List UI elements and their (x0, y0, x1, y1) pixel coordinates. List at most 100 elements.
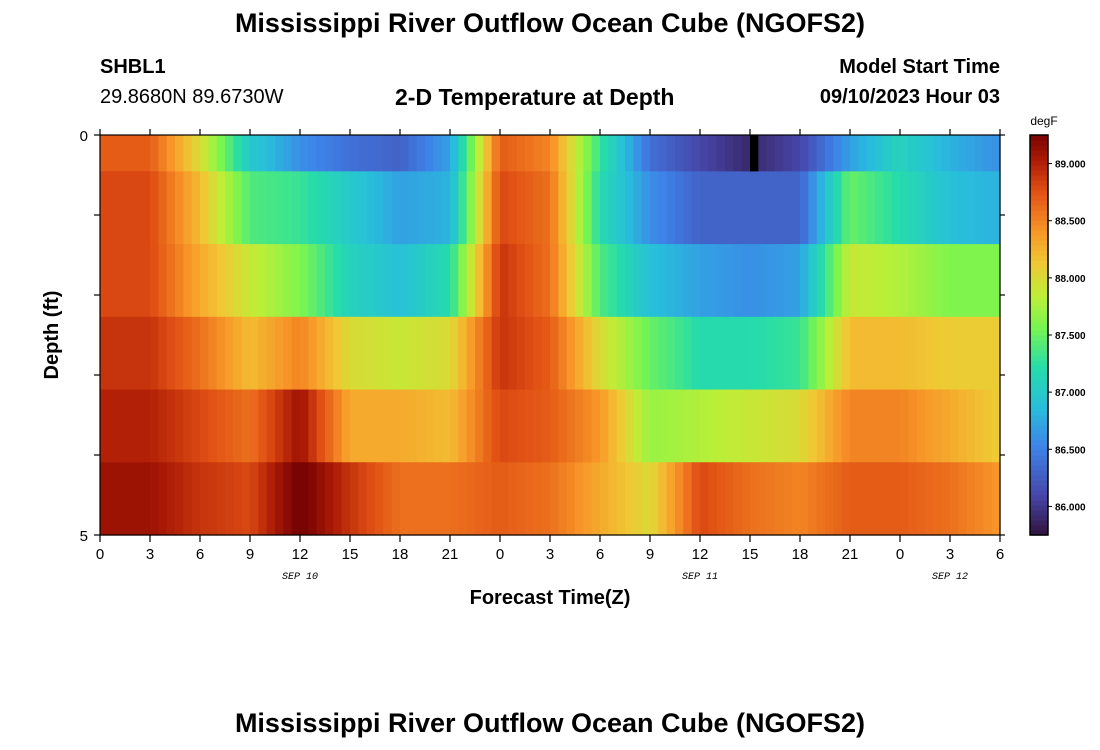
heatmap-cell (533, 171, 543, 245)
colorbar-segment (1030, 205, 1048, 211)
heatmap-cell (200, 244, 209, 318)
heatmap-cell (508, 171, 518, 245)
heatmap-cell (316, 389, 326, 463)
heatmap-cell (425, 171, 434, 245)
heatmap-cell (325, 462, 334, 536)
heatmap-cell (800, 316, 809, 391)
heatmap-cell (766, 462, 776, 536)
heatmap-cell (150, 171, 159, 245)
heatmap-cell (250, 316, 259, 391)
heatmap-cell (133, 389, 143, 463)
heatmap-cell (383, 316, 393, 391)
heatmap-cell (525, 171, 534, 245)
heatmap-cell (225, 135, 234, 172)
heatmap-cell (333, 389, 343, 463)
heatmap-cell (191, 135, 201, 172)
heatmap-cell (966, 244, 976, 318)
heatmap-cell (716, 244, 726, 318)
heatmap-cell (183, 171, 193, 245)
heatmap-cell (808, 462, 818, 536)
heatmap-cell (283, 316, 293, 391)
heatmap-cell (266, 389, 276, 463)
heatmap-cell (350, 462, 359, 536)
colorbar-segment (1030, 180, 1048, 186)
heatmap-cell (433, 462, 443, 536)
colorbar-segment (1030, 240, 1048, 246)
heatmap-cell (641, 316, 651, 391)
heatmap-cell (508, 135, 518, 172)
heatmap-cell (608, 462, 618, 536)
heatmap-cell (666, 462, 676, 536)
heatmap-cell (150, 389, 159, 463)
colorbar-segment (1030, 380, 1048, 386)
heatmap-cell (841, 389, 851, 463)
x-tick-label: 9 (646, 546, 654, 563)
heatmap-cell (683, 462, 693, 536)
x-tick-label: 6 (996, 546, 1004, 563)
heatmap-cell (883, 244, 893, 318)
heatmap-cell (108, 389, 118, 463)
heatmap-cell (125, 244, 134, 318)
heatmap-cell (741, 244, 751, 318)
colorbar-segment (1030, 225, 1048, 231)
heatmap-cell (725, 462, 734, 536)
heatmap-cell (333, 171, 343, 245)
heatmap-cell (150, 135, 159, 172)
heatmap-cell (958, 462, 968, 536)
heatmap-cell (800, 135, 809, 172)
heatmap-cell (516, 171, 526, 245)
heatmap-cell (208, 389, 218, 463)
heatmap-cell (608, 135, 618, 172)
heatmap-cell (908, 171, 918, 245)
heatmap-cell (716, 171, 726, 245)
heatmap-cell (816, 244, 826, 318)
heatmap-cell (150, 462, 159, 536)
heatmap-cell (566, 389, 576, 463)
heatmap-cell (983, 135, 993, 172)
heatmap-cell (341, 244, 351, 318)
heatmap-cell (450, 462, 459, 536)
heatmap-cell (891, 135, 901, 172)
heatmap-cell (966, 316, 976, 391)
heatmap-cell (766, 135, 776, 172)
colorbar-segment (1030, 165, 1048, 171)
heatmap-cell (958, 171, 968, 245)
heatmap-cell (116, 389, 126, 463)
heatmap-cell (666, 135, 676, 172)
heatmap-cell (250, 462, 259, 536)
heatmap-cell (166, 244, 176, 318)
heatmap-cell (683, 244, 693, 318)
heatmap-cell (616, 171, 626, 245)
heatmap-cell (875, 316, 884, 391)
heatmap-cell (116, 244, 126, 318)
heatmap-cell (158, 389, 168, 463)
heatmap-cell (241, 316, 251, 391)
heatmap-cell (233, 135, 243, 172)
heatmap-cell (950, 171, 959, 245)
heatmap-cell (916, 135, 926, 172)
heatmap-cell (816, 135, 826, 172)
heatmap-cell (325, 244, 334, 318)
heatmap-cell (850, 316, 859, 391)
heatmap-cell (791, 316, 801, 391)
heatmap-cell (775, 135, 784, 172)
heatmap-cell (750, 389, 759, 463)
heatmap-cell (408, 389, 418, 463)
heatmap-cell (416, 244, 426, 318)
heatmap-cell (133, 135, 143, 172)
heatmap-cell (716, 135, 726, 172)
heatmap-cell (400, 171, 409, 245)
colorbar-segment (1030, 480, 1048, 486)
heatmap-cell (833, 244, 843, 318)
colorbar-tick-label: 87.000 (1055, 388, 1086, 399)
heatmap-cell (850, 462, 859, 536)
heatmap-cell (608, 389, 618, 463)
heatmap-cell (366, 135, 376, 172)
heatmap-cells (100, 135, 1001, 536)
heatmap-cell (891, 316, 901, 391)
heatmap-cell (600, 389, 609, 463)
heatmap-cell (516, 462, 526, 536)
heatmap-cell (300, 171, 309, 245)
colorbar-segment (1030, 350, 1048, 356)
heatmap-cell (975, 135, 984, 172)
